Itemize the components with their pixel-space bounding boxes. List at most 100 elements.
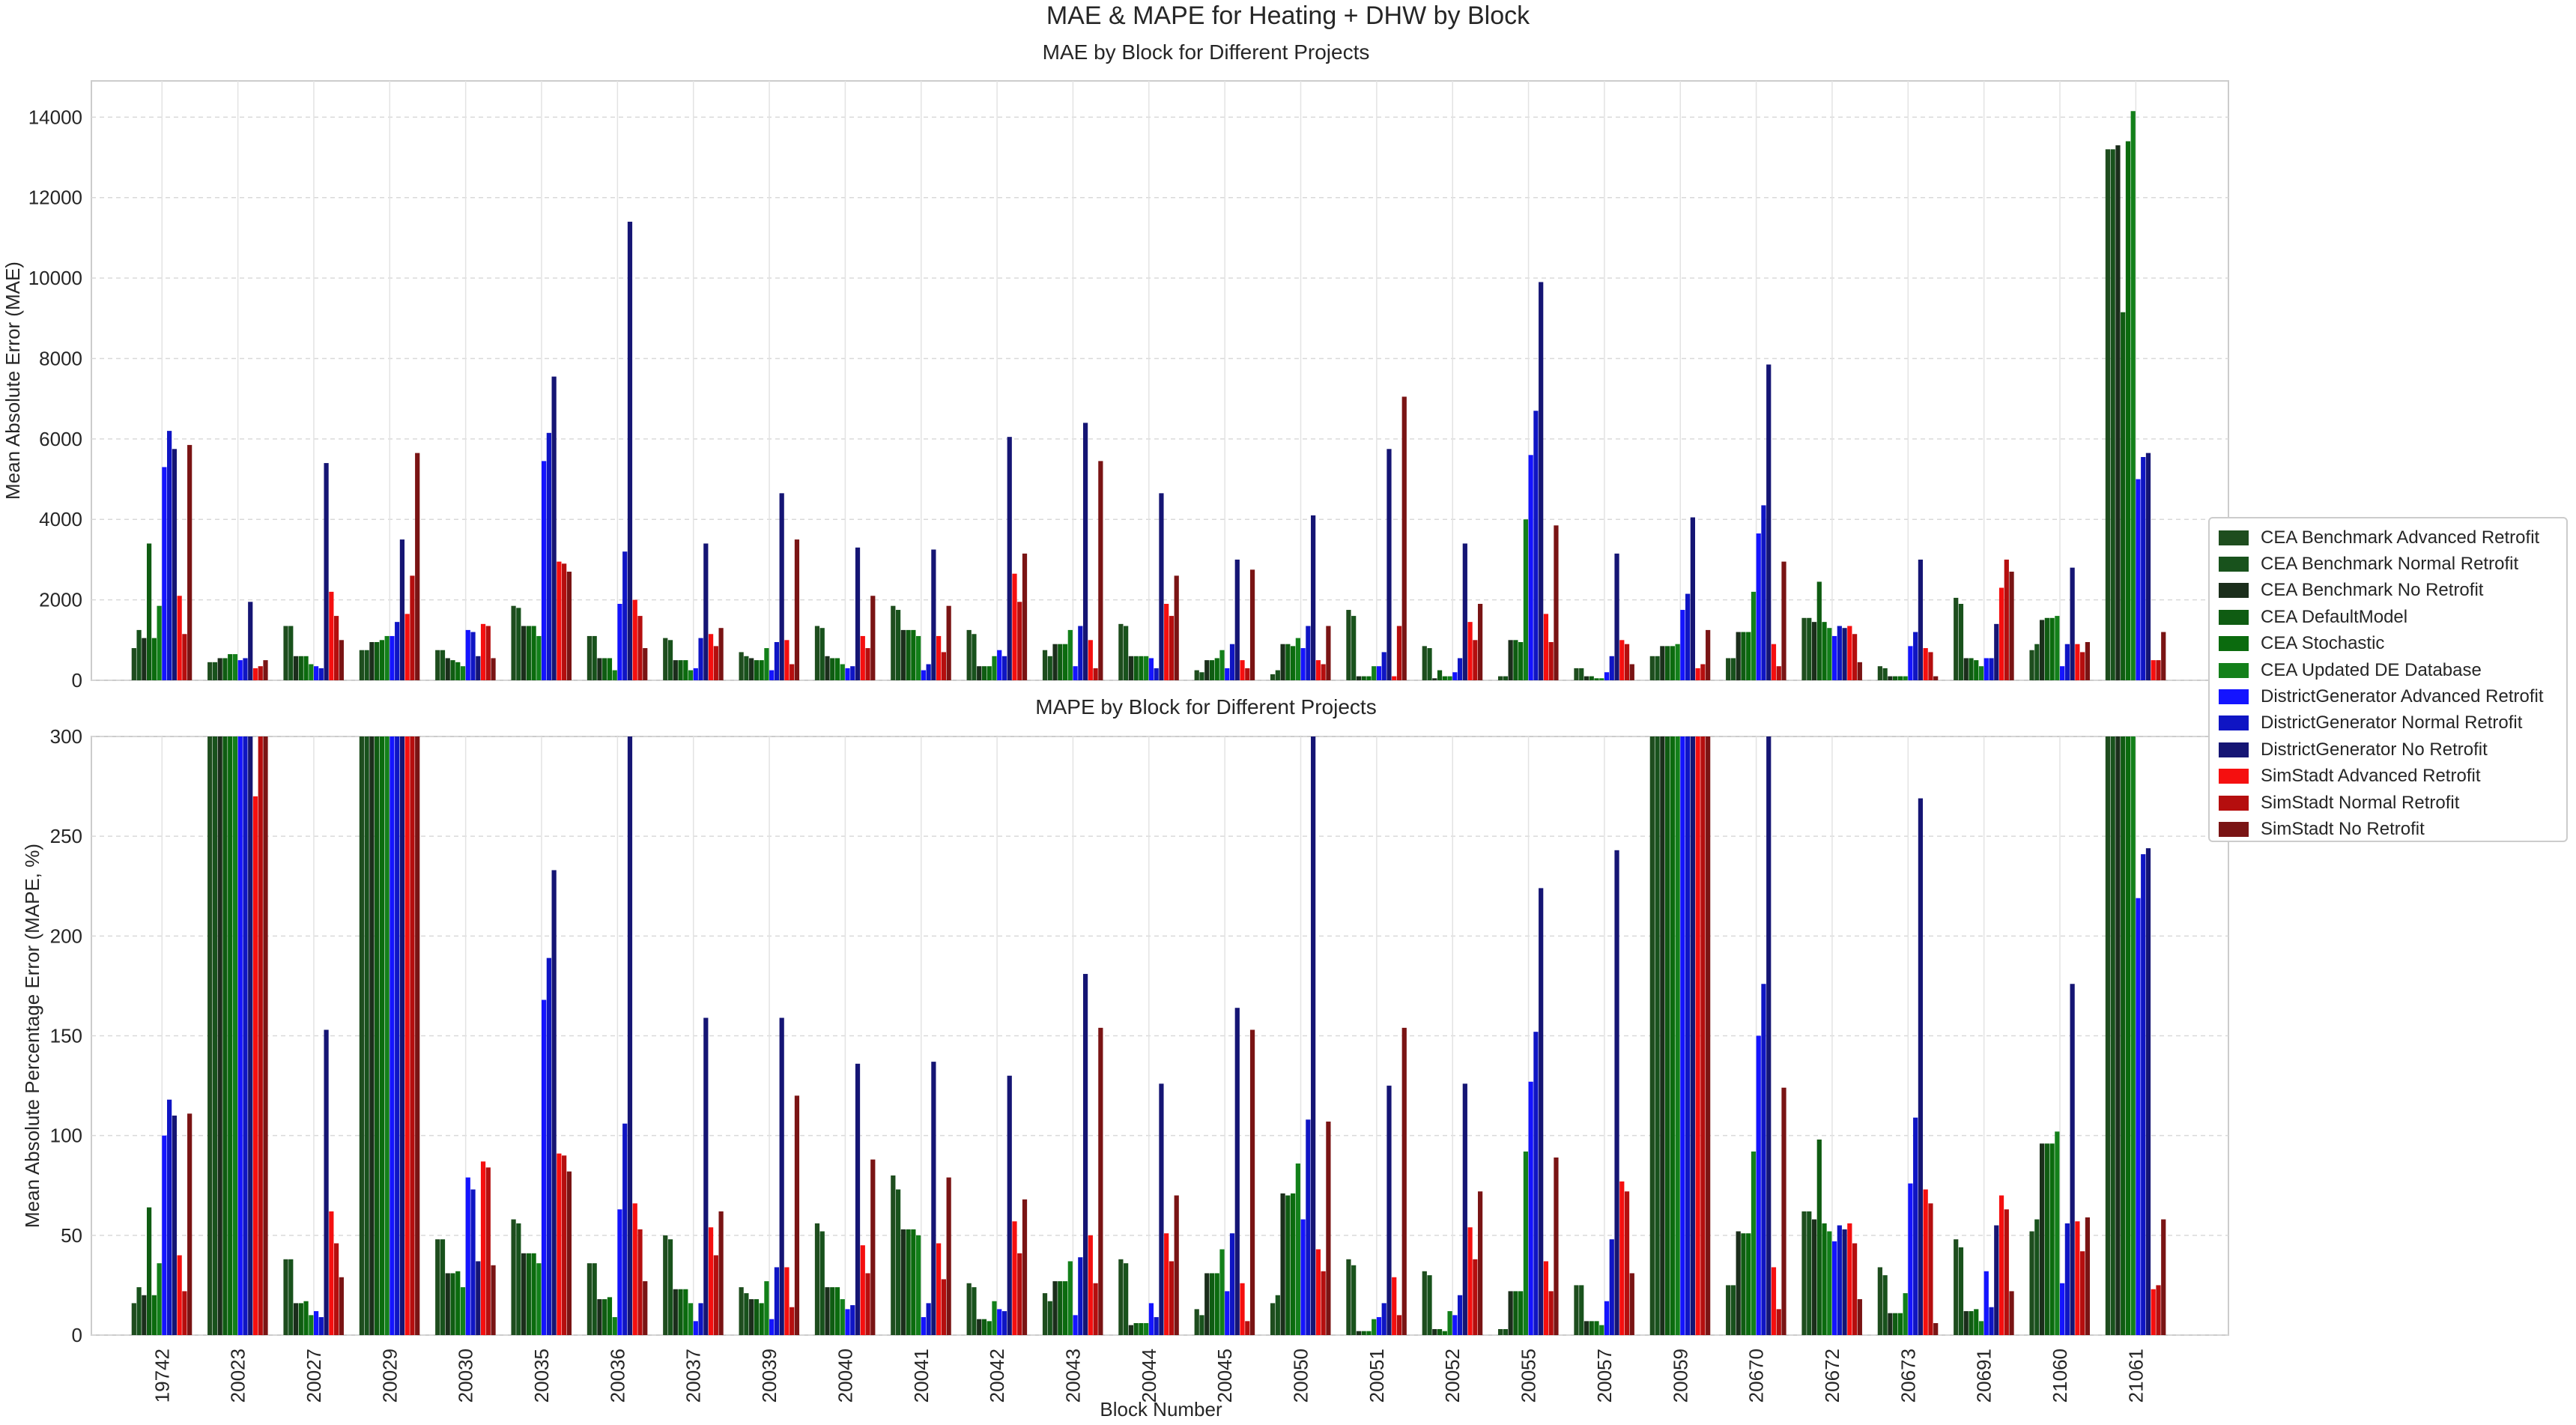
bar-20051-s4 <box>1366 676 1372 680</box>
bar-20023-s8 <box>248 602 253 680</box>
x-tick-label: 20057 <box>1593 1349 1616 1403</box>
bar-20045-s9 <box>1240 1283 1245 1335</box>
bar-20041-s5 <box>916 635 921 680</box>
x-tick-label: 20050 <box>1290 1349 1312 1403</box>
legend-label: CEA Stochastic <box>2261 633 2385 654</box>
bar-20044-s6 <box>1148 1303 1154 1335</box>
bar-20672-s5 <box>1827 628 1832 680</box>
bar-21061-s3 <box>2121 312 2126 680</box>
bar-21060-s9 <box>2075 644 2080 680</box>
bar-21061-s6 <box>2136 479 2141 680</box>
bar-21061-s8 <box>2145 453 2151 680</box>
bar-19742-s11 <box>187 444 193 680</box>
bar-20036-s3 <box>602 1299 607 1335</box>
bar-20039-s10 <box>790 664 795 680</box>
bar-19742-s3 <box>146 1207 152 1335</box>
bar-20027-s2 <box>293 1303 299 1335</box>
bar-20057-s0 <box>1574 1285 1579 1335</box>
bar-20037-s0 <box>663 638 668 680</box>
y-tick-label: 14000 <box>28 106 82 128</box>
bar-20672-s1 <box>1807 617 1812 680</box>
legend-item: CEA Benchmark No Retrofit <box>2219 578 2557 604</box>
bar-20673-s11 <box>1933 676 1939 680</box>
bar-20044-s3 <box>1133 1323 1139 1335</box>
bar-20039-s1 <box>744 1293 749 1335</box>
bar-20670-s10 <box>1776 1309 1781 1335</box>
bar-20057-s10 <box>1624 644 1630 680</box>
bar-20051-s11 <box>1401 396 1407 680</box>
bar-20041-s0 <box>891 605 896 680</box>
bar-20052-s7 <box>1457 1295 1463 1335</box>
bar-20050-s6 <box>1300 648 1306 680</box>
bar-20672-s6 <box>1831 635 1837 680</box>
bar-20037-s9 <box>708 634 714 680</box>
bar-20052-s3 <box>1437 1329 1443 1335</box>
bar-19742-s4 <box>151 1295 157 1335</box>
bar-20041-s8 <box>931 1062 936 1335</box>
bar-20050-s9 <box>1315 660 1321 680</box>
bar-20027-s1 <box>288 626 294 680</box>
bar-20030-s7 <box>470 632 476 680</box>
bar-20030-s3 <box>450 660 455 680</box>
bar-21060-s7 <box>2064 644 2070 680</box>
x-tick-label: 20043 <box>1061 1349 1084 1403</box>
bar-20036-s10 <box>637 1229 643 1335</box>
bar-20050-s7 <box>1306 626 1311 680</box>
bar-20691-s4 <box>1974 660 1979 680</box>
bar-20027-s1 <box>288 1259 294 1335</box>
bar-20035-s5 <box>536 635 542 680</box>
x-tick-label: 21060 <box>2049 1349 2071 1403</box>
bar-20040-s4 <box>834 658 840 680</box>
bar-20673-s9 <box>1923 1189 1928 1335</box>
bar-20044-s2 <box>1128 1325 1133 1335</box>
bar-20051-s7 <box>1381 1303 1387 1335</box>
bar-21060-s1 <box>2034 1219 2040 1335</box>
x-tick-label: 20035 <box>530 1349 553 1403</box>
bar-20043-s6 <box>1073 666 1078 680</box>
bar-20041-s5 <box>916 1235 921 1335</box>
bar-20029-s4 <box>379 736 385 1335</box>
bar-20029-s11 <box>415 453 420 680</box>
bar-20673-s0 <box>1877 666 1882 680</box>
bar-20043-s8 <box>1082 973 1088 1335</box>
bar-20023-s6 <box>237 736 243 1335</box>
bar-20691-s11 <box>2009 1291 2014 1335</box>
bar-20043-s10 <box>1093 668 1098 680</box>
bar-20037-s9 <box>708 1227 714 1335</box>
bar-21060-s4 <box>2049 1143 2055 1335</box>
x-tick-label: 20670 <box>1745 1349 1768 1403</box>
bar-20036-s11 <box>643 648 648 680</box>
bar-20036-s2 <box>597 1299 602 1335</box>
bar-20036-s7 <box>622 1123 628 1335</box>
bar-20037-s10 <box>713 646 718 680</box>
bar-20042-s5 <box>992 656 997 680</box>
y-tick-label: 2000 <box>39 589 82 611</box>
bar-20036-s11 <box>643 1281 648 1335</box>
bar-20057-s2 <box>1584 676 1589 680</box>
bar-21060-s0 <box>2029 650 2034 680</box>
bar-20050-s2 <box>1280 644 1285 680</box>
bar-20036-s8 <box>627 736 633 1335</box>
mape-panel-title: MAPE by Block for Different Projects <box>1035 695 1377 718</box>
legend-item: CEA Stochastic <box>2219 631 2557 657</box>
bar-20040-s10 <box>865 648 870 680</box>
bar-20029-s4 <box>379 640 385 680</box>
bar-20055-s7 <box>1533 411 1539 680</box>
x-tick-label: 20036 <box>606 1349 628 1403</box>
bar-20691-s10 <box>2004 1209 2009 1335</box>
bar-20050-s2 <box>1280 1193 1285 1335</box>
legend-label: DistrictGenerator Advanced Retrofit <box>2261 686 2544 707</box>
bar-20055-s0 <box>1498 1329 1503 1335</box>
bar-20027-s6 <box>313 666 319 680</box>
bar-20051-s10 <box>1396 1315 1402 1335</box>
bar-20039-s9 <box>784 640 790 680</box>
bar-20040-s0 <box>814 1223 820 1335</box>
legend-swatch <box>2219 557 2249 572</box>
x-tick-label: 20691 <box>1973 1349 1995 1403</box>
bar-19742-s7 <box>167 431 172 680</box>
bar-20029-s10 <box>410 575 415 680</box>
bar-20673-s9 <box>1923 648 1928 680</box>
bar-20041-s2 <box>900 629 906 680</box>
bar-20036-s0 <box>587 1263 593 1335</box>
bar-20055-s1 <box>1503 676 1508 680</box>
